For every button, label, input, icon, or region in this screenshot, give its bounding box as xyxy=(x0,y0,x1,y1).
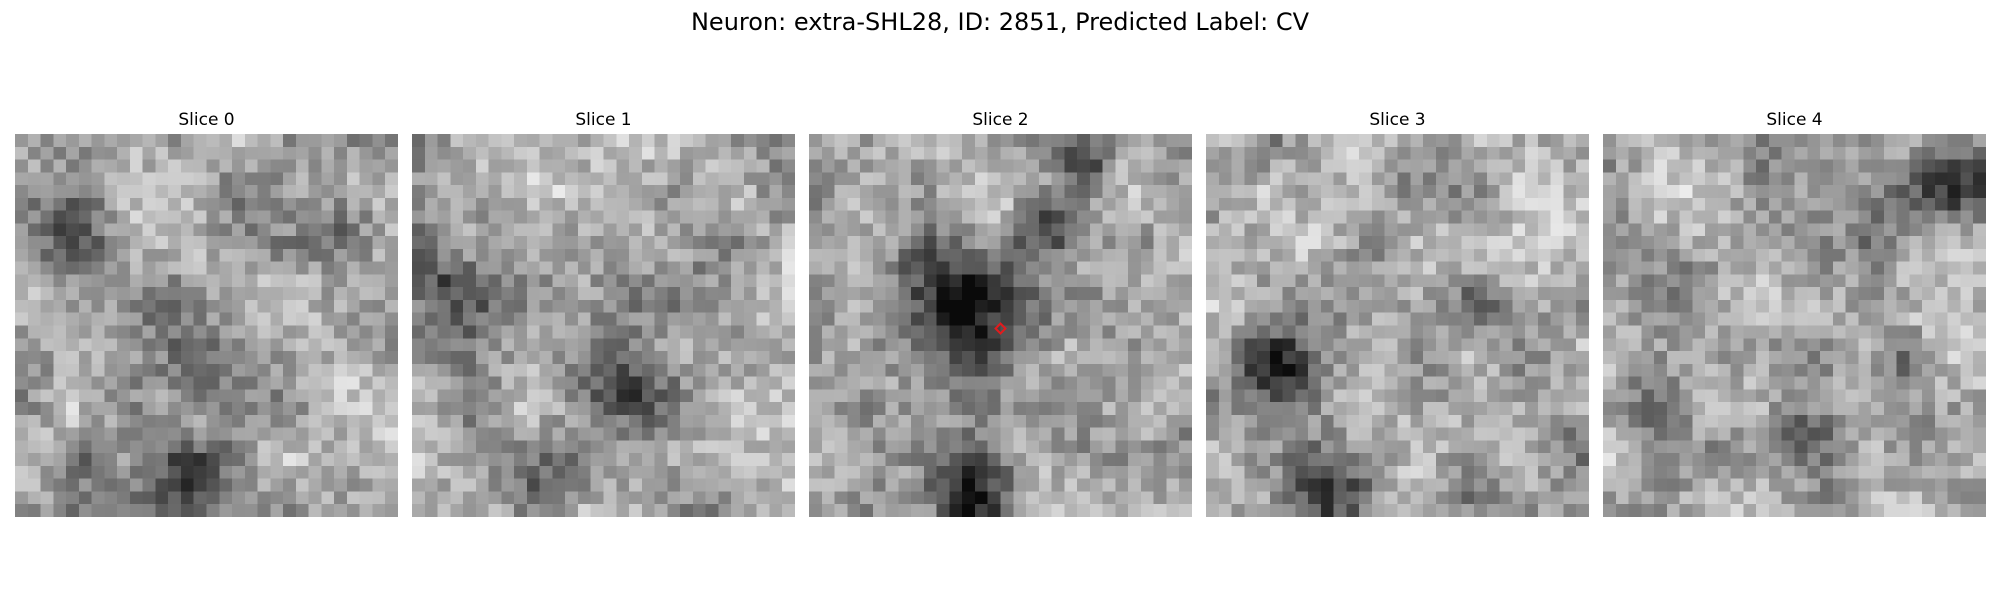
slice-title: Slice 3 xyxy=(1369,110,1426,130)
slice-title: Slice 1 xyxy=(575,110,632,130)
slice-panel-0: Slice 0 xyxy=(15,108,398,517)
slice-title: Slice 2 xyxy=(972,110,1029,130)
slice-image-2 xyxy=(809,134,1192,517)
slice-panel-4: Slice 4 xyxy=(1603,108,1986,517)
slice-panel-1: Slice 1 xyxy=(412,108,795,517)
figure-title: Neuron: extra-SHL28, ID: 2851, Predicted… xyxy=(690,8,1310,36)
slice-title: Slice 4 xyxy=(1766,110,1823,130)
slice-panel-2: Slice 2 xyxy=(809,108,1192,517)
slice-image-1 xyxy=(412,134,795,517)
slice-image-3 xyxy=(1206,134,1589,517)
slice-panel-3: Slice 3 xyxy=(1206,108,1589,517)
slice-image-0 xyxy=(15,134,398,517)
slice-title: Slice 0 xyxy=(178,110,235,130)
slice-image-4 xyxy=(1603,134,1986,517)
